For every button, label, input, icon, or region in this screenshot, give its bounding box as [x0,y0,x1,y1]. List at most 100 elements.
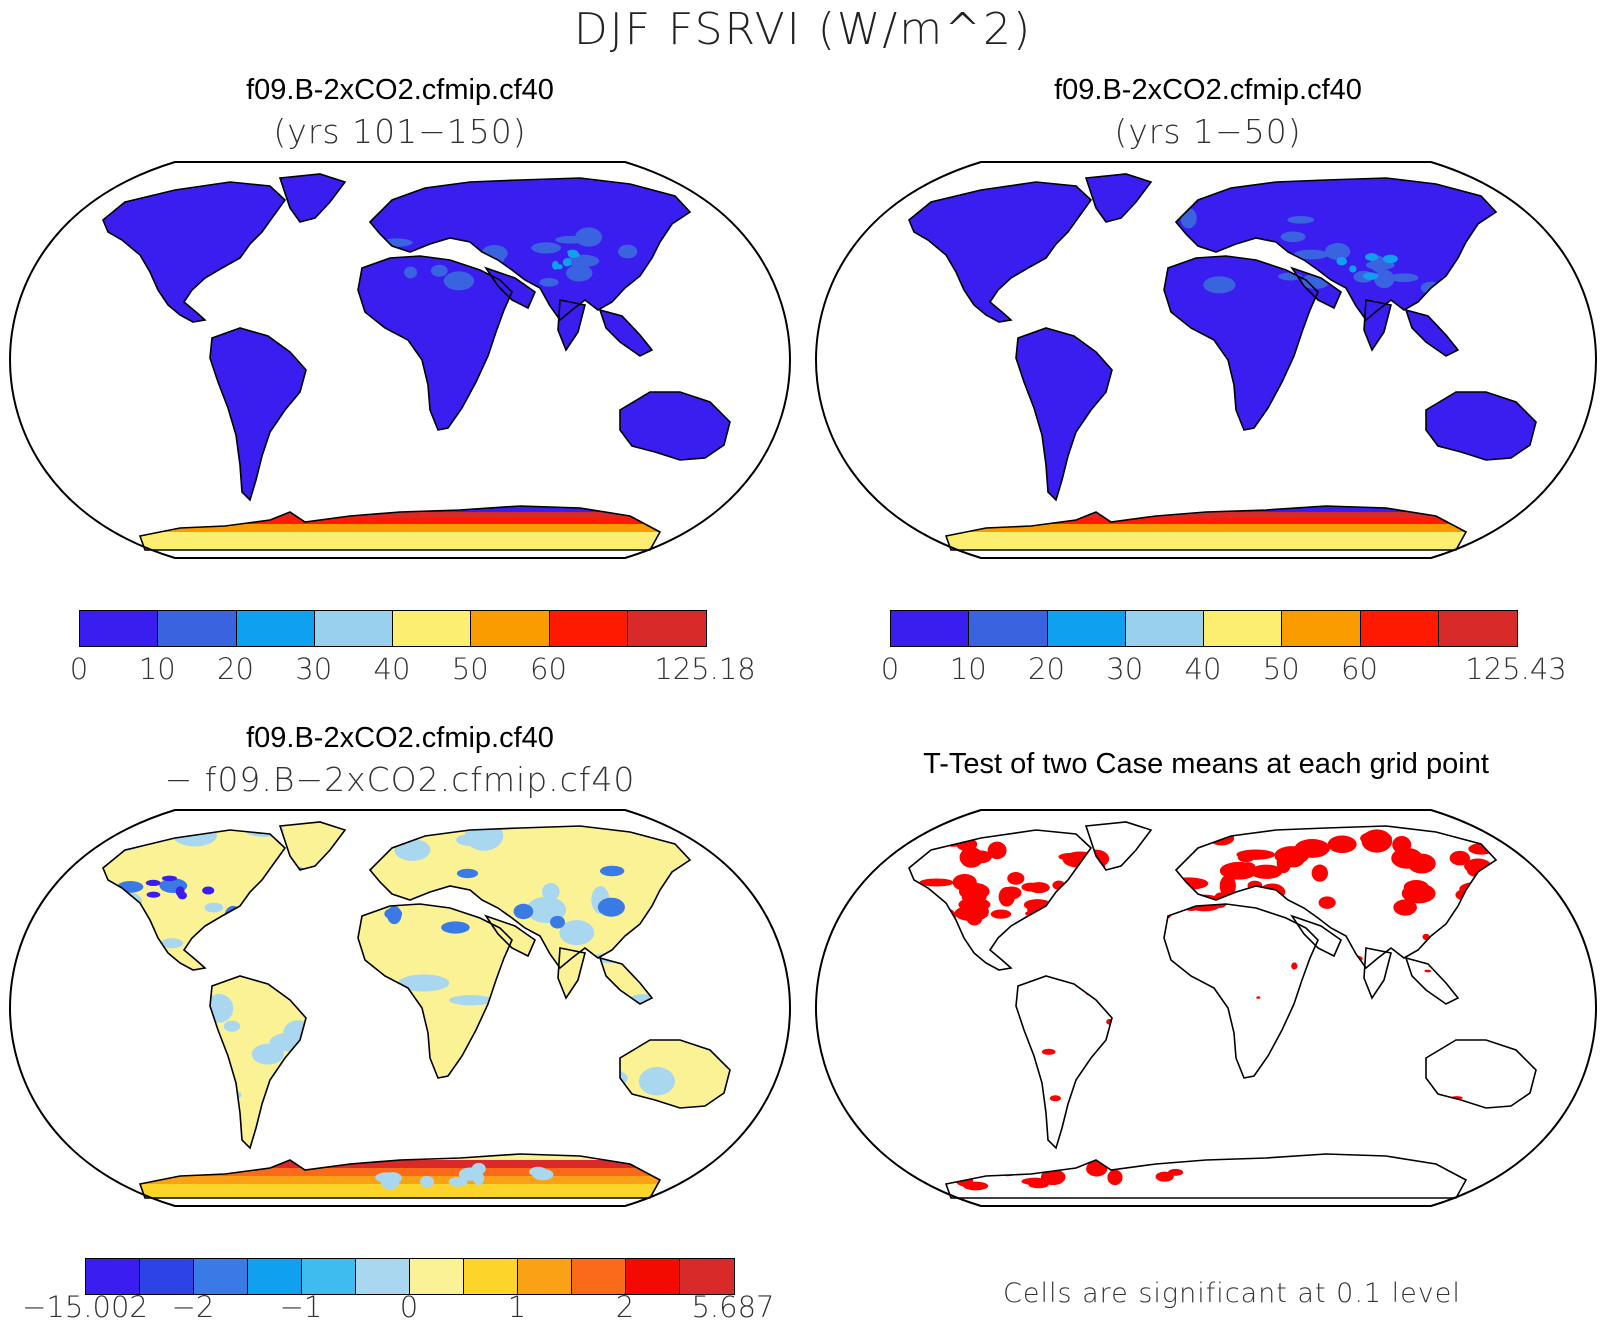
coastline-australia [619,391,731,461]
colorbar-swatch [356,1259,410,1294]
colorbar-tick-label: 40 [1184,652,1222,686]
field-patch [1389,273,1419,283]
colorbar-swatch [969,611,1048,646]
field-patch [618,244,638,259]
colorbar-swatch [158,611,237,646]
coastline-arabia [1290,266,1342,310]
coastline-greenland [1084,821,1153,871]
field-patch [1360,831,1392,846]
field-patch [1058,852,1081,861]
significance-note: Cells are significant at 0.1 level [1003,1278,1461,1309]
panel3-title: f09.B-2xCO2.cfmip.cf40 [246,722,554,754]
field-patch [1392,836,1412,854]
field-patch [1424,969,1432,973]
coastline-antarctica [138,505,662,551]
field-patch [441,921,470,934]
field-patch [1349,265,1357,273]
field-patch [1318,896,1336,909]
colorbar-tick-label: 20 [1028,652,1065,686]
field-patch [398,974,450,992]
field-patch [161,875,178,882]
colorbar-swatch [1047,611,1126,646]
field-patch [555,235,588,244]
panel3-map [8,809,792,1207]
colorbar-swatch [891,611,970,646]
field-patch [1280,231,1306,243]
coastline-eurasia [1174,825,1498,970]
colorbar-tick-label: 0 [880,652,900,686]
field-patch [1403,879,1430,895]
colorbar-tick-label: 50 [451,652,489,686]
field-patch [223,1020,241,1032]
colorbar-tick-label: 60 [530,652,567,686]
field-patch [1363,272,1379,280]
panel2-colorbar [890,610,1518,647]
field-patch [1311,864,1328,882]
field-patch [513,903,534,920]
coastline-namerica [908,829,1093,971]
field-patch [1155,1171,1174,1182]
coastline-samerica [1015,327,1113,502]
field-patch [1327,835,1357,854]
field-patch [384,908,403,920]
colorbar-tick-label: 125.43 [1465,652,1567,686]
field-patch [251,1043,284,1065]
colorbar-tick-label: 10 [138,652,176,686]
panel1-colorbar [79,610,707,647]
colorbar-swatch [194,1259,248,1294]
coastline-seasia [1404,308,1460,357]
field-patch [1294,839,1330,858]
colorbar-swatch [1282,611,1361,646]
coastline-greenland [278,821,347,871]
field-patch [529,1166,548,1177]
colorbar-swatch [680,1259,734,1294]
colorbar-tick-label: 2 [615,1290,635,1324]
panel1-title: f09.B-2xCO2.cfmip.cf40 [246,74,554,106]
field-patch [541,883,560,901]
panel2-title: f09.B-2xCO2.cfmip.cf40 [1054,74,1362,106]
coastline-seasia [598,956,654,1005]
colorbar-swatch [314,611,393,646]
field-patch [552,260,559,270]
field-patch [1287,216,1315,224]
field-patch [1236,849,1276,860]
field-patch [145,879,161,887]
colorbar-swatch [248,1259,302,1294]
panel3-colorbar [85,1258,735,1295]
colorbar-tick-label: 30 [295,652,333,686]
field-patch [562,258,572,267]
coastline-arabia [484,266,536,310]
field-patch [539,278,559,287]
colorbar-swatch [140,1259,194,1294]
coastline-australia [1425,391,1537,461]
field-patch [1293,249,1329,260]
map-border [8,809,792,1207]
colorbar-tick-label: 40 [373,652,411,686]
coastline-antarctica [944,505,1468,551]
coastline-arabia [1290,914,1342,958]
coastline-samerica [209,975,307,1150]
panel3-subtitle: − f09.B−2xCO2.cfmip.cf40 [164,760,636,799]
coastline-eurasia [368,825,692,970]
coastline-namerica [102,181,287,323]
coastline-eurasia [368,177,692,322]
antarctic-band [120,532,680,550]
field-patch [1336,257,1347,266]
field-patch [456,868,479,879]
colorbar-tick-label: 20 [217,652,254,686]
coastline-australia [619,1039,731,1109]
map-border [814,809,1598,1207]
coastline-africa [1163,255,1319,431]
coastline-arabia [484,914,536,958]
colorbar-swatch [236,611,315,646]
field-patch [419,1175,434,1188]
field-patch [959,847,984,868]
field-patch [458,1167,483,1181]
field-patch [448,1177,468,1187]
colorbar-tick-label: 125.18 [654,652,756,686]
colorbar-tick-label: 0 [69,652,89,686]
field-patch [958,882,990,901]
field-patch [567,251,580,259]
field-patch [1250,864,1283,879]
colorbar-swatch [80,611,159,646]
